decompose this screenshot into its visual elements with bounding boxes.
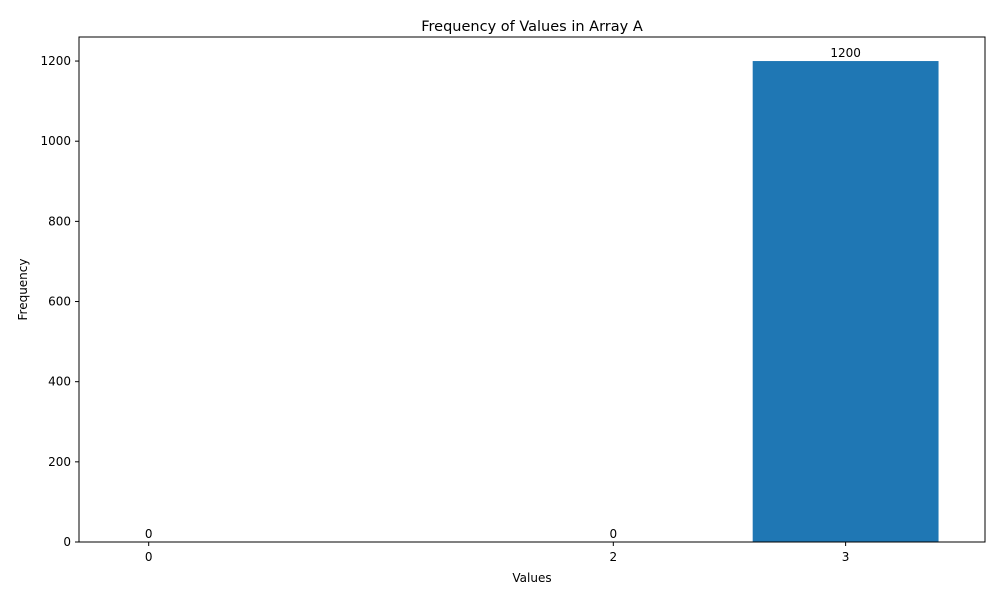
- x-tick-label: 0: [145, 550, 153, 564]
- y-tick-label: 0: [63, 535, 71, 549]
- x-tick-label: 2: [609, 550, 617, 564]
- y-tick-label: 200: [48, 455, 71, 469]
- x-axis: 0 2 3: [145, 542, 850, 564]
- plot-frame: [78, 36, 986, 543]
- y-tick-label: 400: [48, 375, 71, 389]
- y-tick-label: 600: [48, 295, 71, 309]
- data-label-3: 1200: [830, 46, 861, 60]
- bars-group: [752, 61, 939, 543]
- y-tick-label: 800: [48, 214, 71, 228]
- x-tick-label: 3: [842, 550, 850, 564]
- x-axis-label: Values: [512, 571, 551, 585]
- data-labels-group: 0 0 1200: [145, 46, 861, 541]
- data-label-2: 0: [609, 527, 617, 541]
- bar-3: [752, 61, 939, 543]
- y-tick-label: 1200: [40, 54, 71, 68]
- y-tick-label: 1000: [40, 134, 71, 148]
- data-label-0: 0: [145, 527, 153, 541]
- y-axis-label: Frequency: [16, 259, 30, 321]
- chart-title: Frequency of Values in Array A: [421, 19, 643, 35]
- y-axis: 0 200 400 600 800 1000 1200: [40, 54, 79, 549]
